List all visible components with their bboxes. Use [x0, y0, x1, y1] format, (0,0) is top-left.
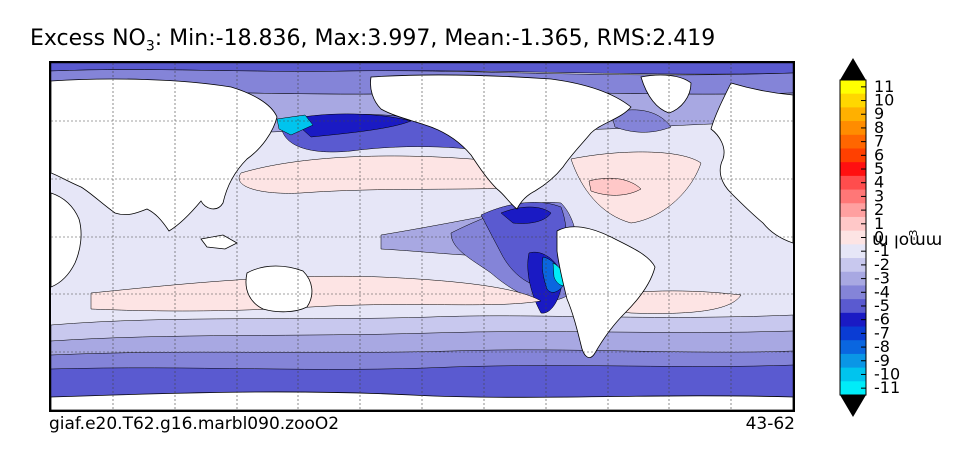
colorbar-tick-label: 5 — [874, 159, 884, 178]
colorbar-segment — [840, 134, 866, 149]
colorbar-segment — [840, 175, 866, 191]
colorbar-tick-label: 6 — [874, 145, 884, 164]
map-gridlines — [51, 63, 793, 410]
colorbar-segment — [840, 258, 866, 273]
units-base: mmol m — [872, 230, 943, 251]
eastern-pacific-deep — [500, 206, 552, 224]
okhotsk-cyan — [276, 114, 314, 136]
land-greenland — [640, 74, 692, 114]
chart-title: Excess NO3: Min:-18.836, Max:3.997, Mean… — [30, 26, 810, 54]
colorbar-tick-label: -8 — [874, 337, 890, 356]
title-stats: : Min:-18.836, Max:3.997, Mean:-1.365, R… — [154, 26, 716, 51]
colorbar-segment — [840, 340, 866, 355]
land-asia — [51, 78, 278, 232]
colorbar-segment — [840, 216, 866, 232]
south-subtropical-pink — [90, 275, 542, 312]
land-north-america — [370, 74, 632, 210]
colorbar-segment — [840, 107, 866, 122]
land-africa-west — [51, 192, 82, 288]
colorbar-tick-label: -11 — [874, 378, 900, 397]
title-prefix: Excess NO — [30, 26, 146, 51]
colorbar-tick-label: 3 — [874, 186, 884, 205]
colorbar-segment — [840, 271, 866, 286]
colorbar-tick-label: 7 — [874, 132, 884, 151]
land-south-america — [556, 226, 656, 358]
colorbar-segment — [840, 148, 866, 163]
colorbar-segment — [840, 230, 866, 245]
colorbar-tick-label: -9 — [874, 351, 890, 370]
colorbar-tick-label: -2 — [874, 255, 890, 274]
colorbar-tick-label: -10 — [874, 364, 900, 383]
colorbar-tick-label: -5 — [874, 296, 890, 315]
colorbar-segment — [840, 189, 866, 204]
colorbar-tick-label: 11 — [874, 77, 894, 96]
land-indonesia — [200, 234, 238, 250]
colorbar-segment — [840, 326, 866, 341]
years-label: 43-62 — [745, 414, 795, 434]
colorbar-tick-label: 4 — [874, 173, 884, 192]
colorbar-segment — [840, 93, 866, 108]
ocean-field-map — [51, 63, 793, 410]
colorbar-tick-label: 1 — [874, 214, 884, 233]
colorbar-extend-max — [840, 58, 866, 80]
colorbar-segment — [840, 299, 866, 314]
colorbar-segment — [840, 381, 866, 396]
colorbar-segment — [840, 312, 866, 328]
colorbar-tick-label: -3 — [874, 269, 890, 288]
colorbar-segment — [840, 203, 866, 218]
colorbar-tick-label: -6 — [874, 310, 890, 329]
title-subscript: 3 — [145, 38, 155, 55]
colorbar-tick-label: 8 — [874, 118, 884, 137]
case-name-label: giaf.e20.T62.g16.marbl090.zooO2 — [49, 414, 340, 434]
colorbar-segment — [840, 353, 866, 369]
colorbar-tick-label: -1 — [874, 241, 890, 260]
caribbean-pink — [588, 178, 642, 196]
map-plot-area — [49, 61, 795, 412]
colorbar-extend-min — [840, 395, 866, 417]
colorbar-segment — [840, 162, 866, 177]
colorbar-tick-label: 2 — [874, 200, 884, 219]
colorbar-segment — [840, 80, 866, 95]
colorbar-tick-label: 10 — [874, 91, 894, 110]
land-europe-africa-east — [710, 82, 793, 244]
colorbar-segment — [840, 244, 866, 259]
colorbar-tick-label: -4 — [874, 282, 890, 301]
land-masses — [51, 74, 793, 410]
colorbar-tick-label: 9 — [874, 104, 884, 123]
colorbar-segment — [840, 367, 866, 382]
colorbar-segment — [840, 121, 866, 136]
land-australia — [245, 265, 313, 313]
colorbar-segment — [840, 285, 866, 300]
colorbar-tick-label: 0 — [874, 228, 884, 247]
colorbar-tick-label: -7 — [874, 323, 890, 342]
